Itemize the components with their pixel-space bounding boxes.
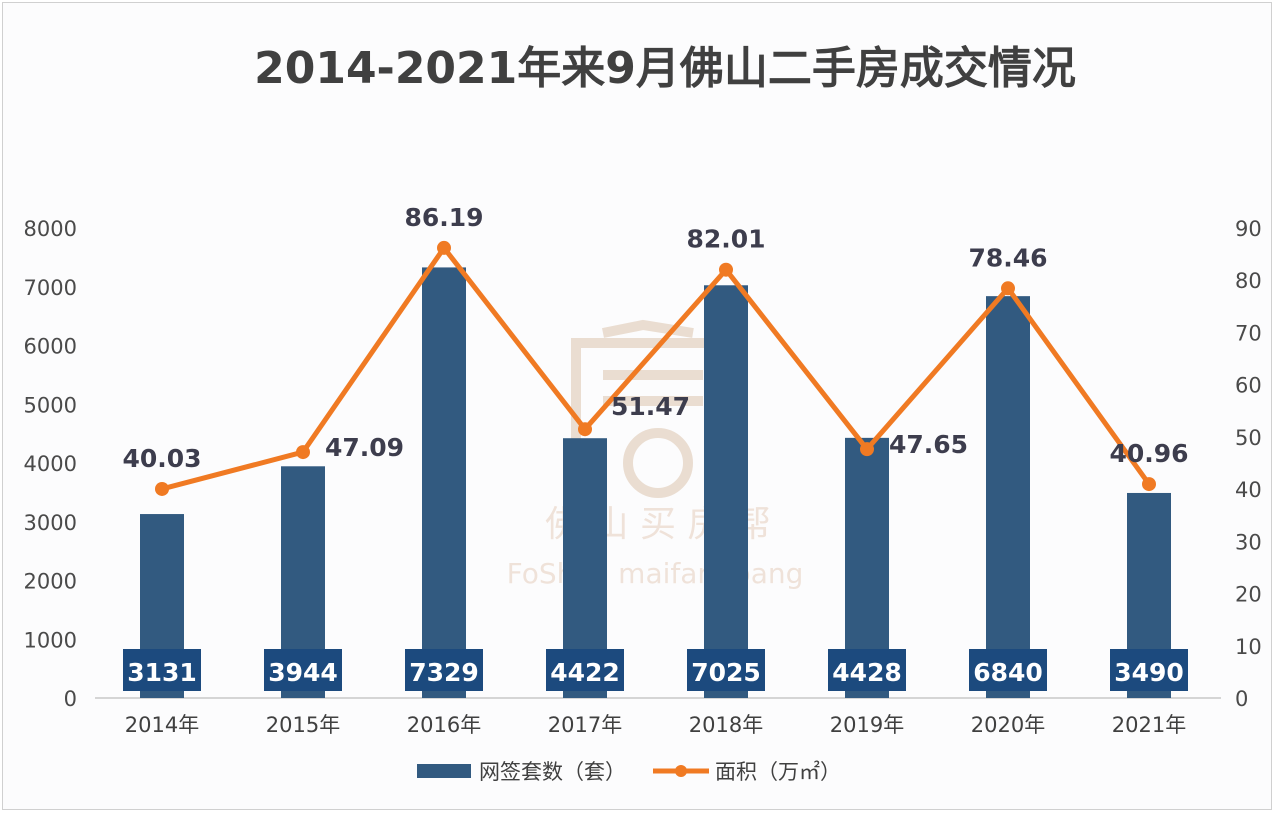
y-right-tick-label: 10 <box>1235 635 1262 659</box>
line-data-label: 47.09 <box>325 433 404 462</box>
line-marker <box>1142 477 1156 492</box>
y-left-tick-label: 8000 <box>24 217 77 241</box>
line-marker <box>578 422 592 437</box>
y-right-tick-label: 80 <box>1235 269 1262 293</box>
x-tick-label: 2015年 <box>266 713 340 737</box>
bar-data-label-box <box>405 649 483 691</box>
x-tick-label: 2021年 <box>1112 713 1186 737</box>
line-data-label: 78.46 <box>968 243 1047 272</box>
x-tick-label: 2019年 <box>830 713 904 737</box>
line-marker <box>155 481 169 496</box>
y-left-tick-label: 7000 <box>24 276 77 300</box>
y-right-tick-label: 40 <box>1235 478 1262 502</box>
line-marker <box>1001 281 1015 296</box>
bar-data-label: 3944 <box>268 658 338 687</box>
x-tick-label: 2014年 <box>125 713 199 737</box>
legend-line-marker <box>675 765 687 777</box>
line-data-label: 40.96 <box>1109 439 1188 468</box>
y-left-tick-label: 4000 <box>24 452 77 476</box>
y-right-tick-label: 90 <box>1235 217 1262 241</box>
y-left-tick-label: 3000 <box>24 511 77 535</box>
y-right-tick-label: 0 <box>1235 687 1248 711</box>
line-data-label: 86.19 <box>404 203 483 232</box>
x-tick-label: 2020年 <box>971 713 1045 737</box>
y-right-tick-label: 20 <box>1235 583 1262 607</box>
y-right-tick-label: 50 <box>1235 426 1262 450</box>
legend-line-label: 面积（万㎡） <box>715 760 841 784</box>
chart-title: 2014-2021年来9月佛山二手房成交情况 <box>254 43 1076 94</box>
bar-data-label-box <box>123 649 201 691</box>
x-tick-label: 2016年 <box>407 713 481 737</box>
bar-data-label: 4422 <box>550 658 620 687</box>
line-data-label: 47.65 <box>889 430 968 459</box>
bar-data-label: 3131 <box>127 658 197 687</box>
line-data-label: 40.03 <box>122 444 201 473</box>
y-left-tick-label: 6000 <box>24 335 77 359</box>
bar-data-label: 3490 <box>1114 658 1184 687</box>
watermark-en: FoShan maifangbang <box>507 557 804 590</box>
bar <box>704 285 748 698</box>
y-left-tick-label: 2000 <box>24 570 77 594</box>
x-tick-label: 2017年 <box>548 713 622 737</box>
bar-data-label: 7329 <box>409 658 479 687</box>
bar-data-label: 6840 <box>973 658 1043 687</box>
bar <box>422 267 466 698</box>
x-tick-label: 2018年 <box>689 713 763 737</box>
y-left-tick-label: 1000 <box>24 628 77 652</box>
chart-card: 2014-2021年来9月佛山二手房成交情况 佛 山 买 房 帮 FoShan … <box>2 2 1272 810</box>
bar-data-label-box <box>969 649 1047 691</box>
area-line <box>161 245 1152 492</box>
legend: 网签套数（套） 面积（万㎡） <box>417 760 841 784</box>
line-data-label: 82.01 <box>686 225 765 254</box>
line-marker <box>719 262 733 277</box>
watermark-logo: 佛 山 买 房 帮 FoShan maifangbang <box>507 319 804 590</box>
line-marker <box>437 240 451 255</box>
bar-data-label: 7025 <box>691 658 761 687</box>
bar-data-label-box <box>1110 649 1188 691</box>
bar-data-label-box <box>687 649 765 691</box>
y-left-tick-label: 0 <box>64 687 77 711</box>
bar <box>986 296 1030 698</box>
line-marker <box>296 445 310 460</box>
legend-bar-label: 网签套数（套） <box>479 760 626 784</box>
y-right-tick-label: 70 <box>1235 321 1262 345</box>
bar-data-label: 4428 <box>832 658 902 687</box>
y-right-tick-label: 30 <box>1235 530 1262 554</box>
bar-data-label-box <box>264 649 342 691</box>
legend-bar-swatch <box>417 764 471 778</box>
line-data-label: 51.47 <box>611 392 690 421</box>
y-right-tick-label: 60 <box>1235 374 1262 398</box>
bar-data-label-box <box>828 649 906 691</box>
combo-chart: 2014-2021年来9月佛山二手房成交情况 佛 山 买 房 帮 FoShan … <box>24 43 1262 784</box>
bar-data-label-box <box>546 649 624 691</box>
y-left-tick-label: 5000 <box>24 393 77 417</box>
line-marker <box>860 442 874 457</box>
